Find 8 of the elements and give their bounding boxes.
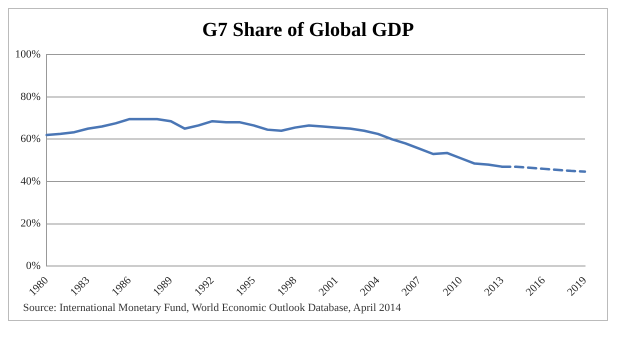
chart-title: G7 Share of Global GDP [201, 19, 415, 42]
y-tick-label: 80% [20, 90, 41, 103]
source-note: Source: International Monetary Fund, World Economic Outlook Database, April 2014 [23, 302, 402, 314]
y-tick-label: 100% [14, 48, 41, 60]
y-tick-label: 0% [26, 260, 41, 272]
y-tick-label: 60% [20, 133, 41, 146]
y-tick-label: 40% [20, 175, 41, 188]
y-tick-label: 20% [20, 218, 41, 230]
